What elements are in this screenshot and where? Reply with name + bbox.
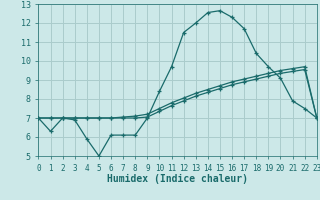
X-axis label: Humidex (Indice chaleur): Humidex (Indice chaleur): [107, 174, 248, 184]
